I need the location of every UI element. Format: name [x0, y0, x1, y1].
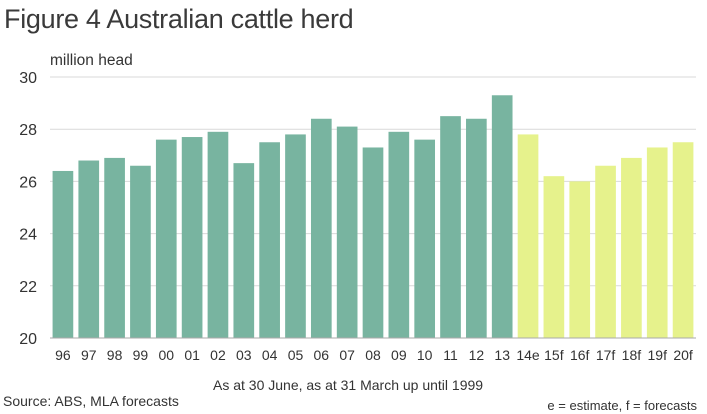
bar-08	[362, 147, 384, 338]
x-tick-label: 18f	[622, 347, 642, 363]
x-tick-label: 14e	[516, 347, 540, 363]
bar-16f	[569, 181, 591, 338]
y-tick-label: 24	[19, 227, 37, 244]
bar-18f	[621, 157, 642, 338]
x-tick-label: 16f	[570, 347, 590, 363]
y-tick-label: 26	[19, 174, 37, 191]
bar-17f	[595, 165, 616, 338]
bar-14e	[517, 134, 539, 338]
y-tick-label: 28	[19, 122, 37, 139]
x-tick-label: 04	[262, 347, 278, 363]
y-tick-label: 30	[19, 70, 37, 87]
bar-05	[285, 134, 306, 338]
x-tick-label: 98	[107, 347, 123, 363]
bar-00	[155, 139, 177, 338]
x-tick-label: 12	[469, 347, 485, 363]
x-tick-label: 09	[391, 347, 407, 363]
bar-03	[233, 163, 255, 338]
x-tick-label: 01	[184, 347, 200, 363]
x-tick-label: 13	[494, 347, 510, 363]
bar-96	[52, 170, 74, 338]
x-tick-label: 20f	[673, 347, 693, 363]
x-tick-label: 05	[288, 347, 304, 363]
x-tick-labels: 96 97 98 99 00 01 02 03 04 05 06 07 08 09 10 11 12 13 14e 1…	[55, 347, 693, 363]
y-tick-labels: 20 22 24 26 28 30	[19, 70, 37, 348]
bar-15f	[543, 176, 565, 338]
x-tick-label: 99	[133, 347, 149, 363]
x-tick-label: 08	[365, 347, 381, 363]
bar-01	[181, 137, 203, 338]
x-tick-label: 03	[236, 347, 252, 363]
bars	[52, 95, 694, 339]
abbreviation-note: e = estimate, f = forecasts	[547, 398, 697, 413]
bar-09	[388, 131, 410, 338]
x-tick-label: 15f	[544, 347, 564, 363]
bar-19f	[646, 147, 668, 338]
x-tick-label: 07	[339, 347, 355, 363]
bar-12	[466, 118, 487, 338]
chart-title: Figure 4 Australian cattle herd	[4, 4, 354, 34]
x-tick-label: 17f	[596, 347, 616, 363]
x-axis-caption: As at 30 June, as at 31 March up until 1…	[213, 377, 484, 393]
bar-99	[130, 165, 151, 338]
x-tick-label: 19f	[648, 347, 668, 363]
bar-13	[491, 95, 513, 339]
x-tick-label: 10	[417, 347, 433, 363]
bar-11	[440, 116, 461, 339]
x-tick-label: 00	[158, 347, 174, 363]
source-note: Source: ABS, MLA forecasts	[3, 393, 179, 409]
bar-07	[336, 126, 358, 338]
x-tick-label: 11	[443, 347, 458, 363]
x-tick-label: 97	[81, 347, 97, 363]
bar-97	[78, 160, 100, 338]
bar-02	[207, 131, 229, 338]
bar-10	[414, 139, 436, 338]
bar-98	[104, 157, 125, 338]
x-tick-label: 02	[210, 347, 226, 363]
y-axis-unit-label: million head	[50, 52, 133, 69]
x-tick-label: 06	[314, 347, 330, 363]
x-tick-label: 96	[55, 347, 71, 363]
bar-20f	[672, 142, 694, 338]
bar-04	[259, 142, 280, 338]
y-tick-label: 22	[19, 279, 37, 296]
bar-06	[310, 118, 332, 338]
y-tick-label: 20	[19, 331, 37, 348]
